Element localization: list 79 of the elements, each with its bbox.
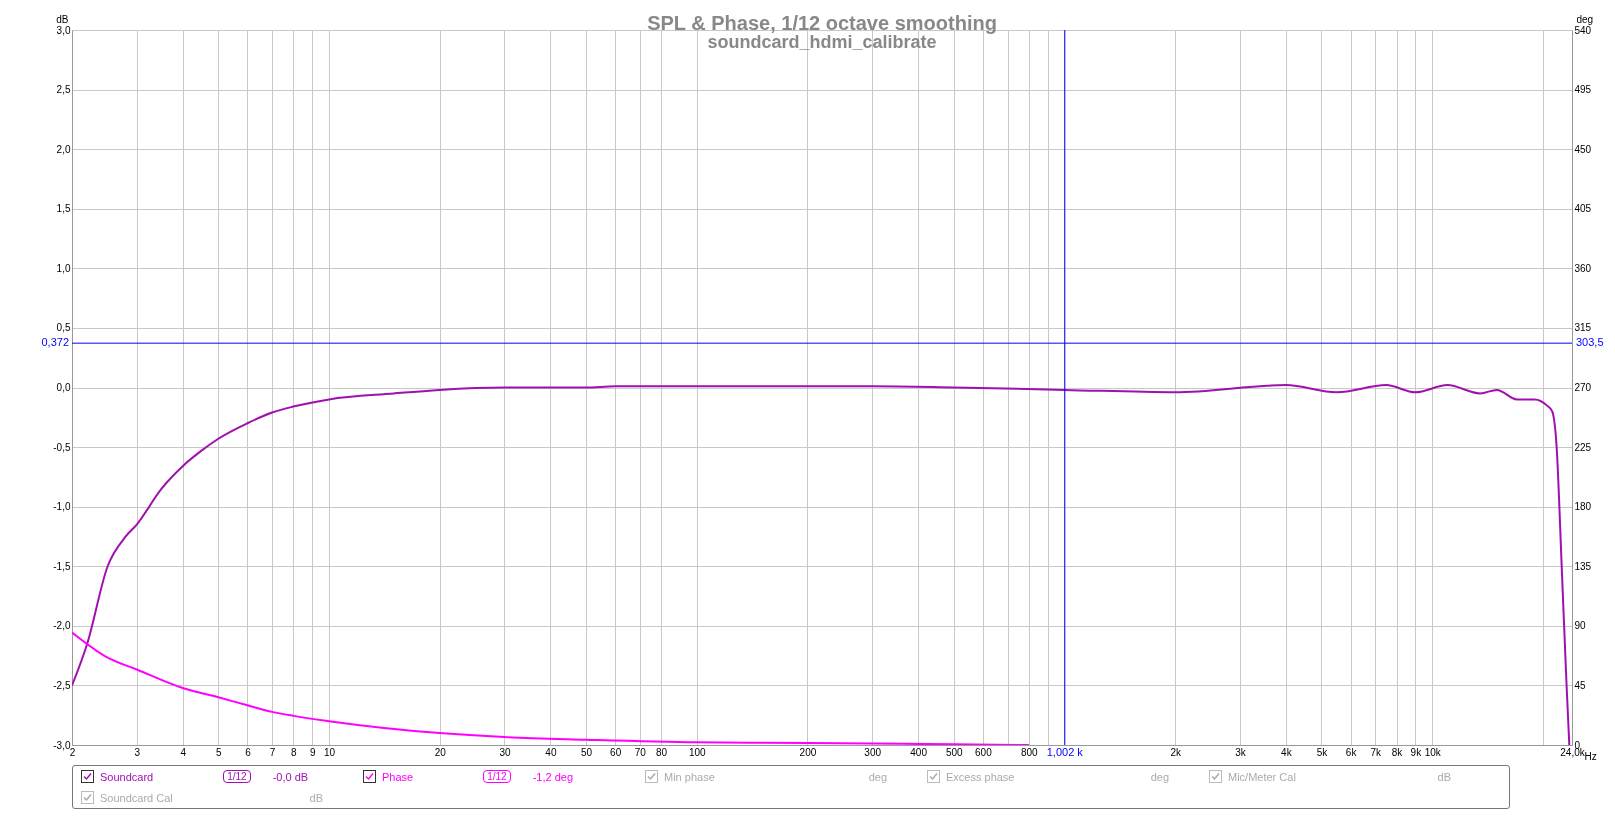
y-tick-label: -0,5 — [53, 441, 71, 453]
x-tick-label: 8k — [1391, 746, 1404, 758]
text: -0,0 dB — [272, 770, 309, 783]
y2-tick-label: 450 — [1574, 143, 1592, 155]
x-tick-label: 50 — [580, 746, 593, 758]
x-tick-label: 7k — [1370, 746, 1383, 758]
annotation: 303,5 — [1576, 336, 1604, 349]
smoothing-icon: 1/12 — [223, 770, 251, 783]
x-tick-label: 9k — [1410, 746, 1423, 758]
y2-tick-label: 405 — [1574, 203, 1592, 215]
ref-line-label: 1,002 k — [1046, 746, 1084, 758]
y-tick-label: 1,0 — [56, 262, 71, 274]
chart-title: SPL & Phase, 1/12 octave smoothing — [647, 12, 997, 34]
x-tick-label: 200 — [799, 746, 817, 758]
x-tick-label: 4 — [180, 746, 187, 758]
y2-tick-label: 540 — [1574, 24, 1592, 36]
x-tick-label: 6k — [1345, 746, 1358, 758]
x-tick-label: 10k — [1424, 746, 1442, 758]
y2-tick-label: 270 — [1574, 382, 1592, 393]
y-tick-label: 3,0 — [56, 24, 71, 36]
y2-tick-label: 180 — [1574, 501, 1592, 513]
x-tick-label: 5k — [1316, 746, 1329, 758]
x-tick-label: 7 — [269, 746, 276, 758]
x-tick-label: 6 — [245, 746, 252, 758]
y-tick-label: 2,0 — [56, 143, 71, 155]
x-tick-label: 4k — [1281, 746, 1293, 758]
x-tick-label: 9 — [309, 746, 316, 758]
y-tick-label: -3,0 — [53, 739, 71, 751]
x-tick-label: 70 — [634, 746, 647, 758]
smoothing-icon: 1/12 — [483, 770, 511, 783]
y-tick-label: 1,5 — [56, 203, 71, 215]
x-tick-label: 30 — [499, 746, 511, 758]
x-tick-label: 3 — [134, 746, 141, 758]
x-tick-label: 20 — [434, 746, 447, 758]
text: deg — [868, 770, 887, 783]
y2-tick-label: 225 — [1574, 441, 1592, 453]
text: Min phase — [664, 770, 715, 783]
text: Soundcard Cal — [100, 791, 173, 804]
y2-tick-label: 135 — [1574, 560, 1592, 572]
y-tick-label: 0,5 — [56, 322, 71, 334]
y2-axis-title: deg — [1576, 13, 1594, 25]
x-tick-label: 100 — [688, 746, 707, 758]
y2-tick-label: 315 — [1574, 322, 1592, 334]
y-tick-label: -1,0 — [53, 501, 71, 513]
text: dB — [1437, 770, 1451, 783]
chart-subtitle: soundcard_hdmi_calibrate — [707, 32, 937, 52]
text: dB — [309, 791, 323, 804]
x-tick-label: 300 — [864, 746, 882, 758]
y2-tick-label: 360 — [1574, 262, 1592, 274]
text: deg — [1150, 770, 1169, 783]
y-tick-label: 0,0 — [56, 382, 71, 393]
y2-tick-label: 495 — [1574, 84, 1592, 96]
y-tick-label: -2,0 — [53, 620, 71, 632]
x-axis-title: Hz — [1584, 750, 1597, 762]
y-tick-label: -1,5 — [53, 560, 71, 572]
text: Mic/Meter Cal — [1228, 770, 1296, 783]
x-tick-label: 10 — [323, 746, 336, 758]
y-tick-label: -2,5 — [53, 679, 71, 691]
x-tick-label: 2 — [69, 746, 76, 758]
legend-label: Soundcard — [100, 770, 154, 783]
x-tick-label: 3k — [1235, 746, 1247, 758]
x-tick-label: 5 — [216, 746, 223, 758]
y-axis-title: dB — [56, 13, 69, 25]
x-tick-label: 80 — [656, 746, 668, 758]
y2-tick-label: 90 — [1574, 620, 1587, 632]
ref-line-label: 0,372 — [41, 336, 69, 349]
x-tick-label: 600 — [975, 746, 993, 758]
x-tick-label: 8 — [291, 746, 298, 758]
x-tick-label: 500 — [945, 746, 964, 758]
x-tick-label: 2k — [1170, 746, 1182, 758]
text: Excess phase — [946, 770, 1015, 783]
y-tick-label: 2,5 — [56, 84, 71, 96]
text: -1,2 deg — [532, 770, 574, 783]
legend-label: Phase — [382, 770, 414, 783]
y2-tick-label: 45 — [1574, 679, 1587, 691]
x-tick-label: 40 — [545, 746, 557, 758]
x-tick-label: 400 — [910, 746, 928, 758]
x-tick-label: 800 — [1020, 746, 1039, 758]
x-tick-label: 60 — [610, 746, 622, 758]
